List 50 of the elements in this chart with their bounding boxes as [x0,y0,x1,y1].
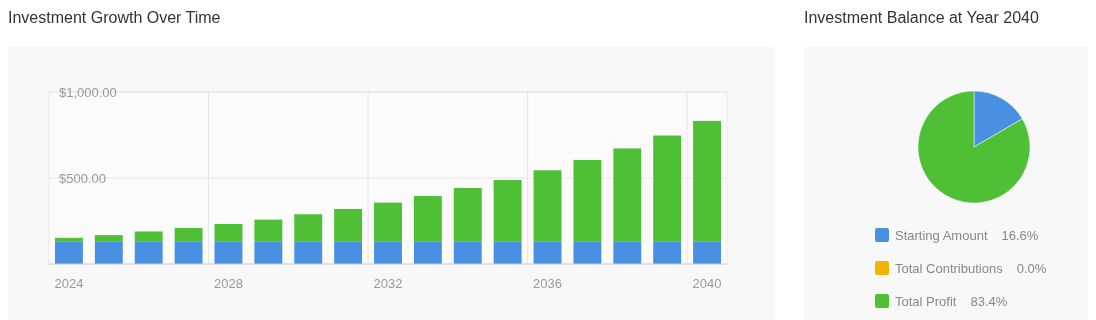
legend-label: Total Contributions [895,261,1003,276]
bar [693,241,722,264]
x-tick-label: 2024 [54,276,84,291]
data-label: 83.4% [970,294,1008,309]
bar [254,219,283,242]
bar [573,241,602,264]
bar [134,241,163,264]
bar [294,214,323,242]
bar [174,241,203,264]
chart-title: Investment Balance at Year 2040 [804,9,1039,26]
bar [533,241,562,264]
bar [54,241,83,264]
bar [374,241,402,264]
bar [653,135,682,242]
legend-label: Total Profit [895,294,957,309]
text: 0.0% [1016,261,1047,276]
bar [693,120,722,242]
bar [493,180,522,242]
bar [94,241,123,264]
bar [413,196,442,242]
bar [613,241,642,264]
bar [533,170,562,242]
pie-slice [917,90,1031,204]
data-label: 16.6% [1001,228,1039,243]
chart-title: Investment Growth Over Time [8,9,221,26]
bar [174,228,203,242]
bar [54,237,83,242]
bar [254,241,283,264]
bar [94,235,123,242]
bar [374,202,402,242]
bar [653,241,682,264]
bar [214,241,243,264]
x-tick-label: 2040 [692,276,722,291]
x-tick-label: 2032 [373,276,403,291]
bar [493,241,522,264]
bar [334,208,363,242]
y-tick-label: $1,000.00 [59,85,117,100]
bar [613,148,642,242]
legend-label: Starting Amount [895,228,988,243]
y-tick-label: $500.00 [59,171,106,186]
bar [413,241,442,264]
bar [453,187,482,242]
bar [334,241,363,264]
x-tick-label: 2036 [533,276,562,291]
bar [294,241,323,264]
bar [573,159,602,242]
bar [453,241,482,264]
bar [214,223,243,242]
bar [134,231,163,242]
x-tick-label: 2028 [214,276,243,291]
